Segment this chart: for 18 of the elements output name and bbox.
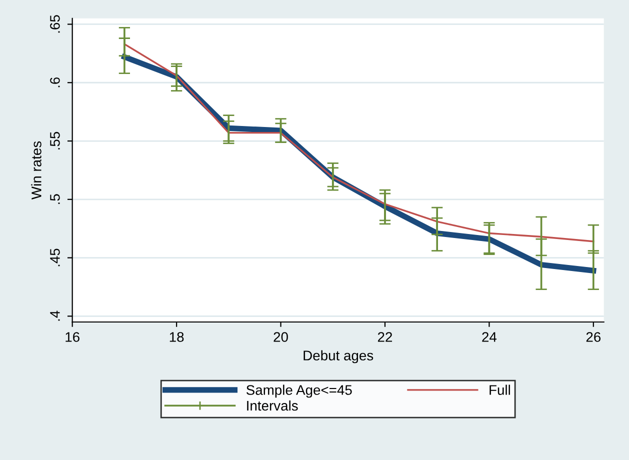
x-tick-label: 24 — [482, 332, 497, 342]
legend-label: Sample Age<=45 — [246, 384, 352, 398]
y-tick-label: .55 — [50, 132, 60, 150]
x-tick-label: 20 — [274, 332, 288, 342]
x-tick-label: 18 — [170, 332, 184, 342]
legend-label: Intervals — [247, 400, 298, 411]
x-tick-label: 22 — [378, 332, 392, 342]
legend-label: Full — [490, 384, 510, 395]
y-tick-label: .4 — [50, 310, 60, 321]
y-tick-label: .5 — [50, 194, 60, 204]
x-axis-title: Debut ages — [304, 350, 374, 364]
y-axis-title: Win rates — [31, 141, 42, 200]
y-tick-label: .65 — [50, 15, 60, 33]
x-tick-label: 16 — [66, 332, 80, 342]
y-tick-label: .45 — [50, 248, 60, 266]
x-tick-label: 26 — [586, 332, 601, 342]
line-series — [124, 43, 594, 242]
y-tick-label: .6 — [50, 77, 60, 88]
